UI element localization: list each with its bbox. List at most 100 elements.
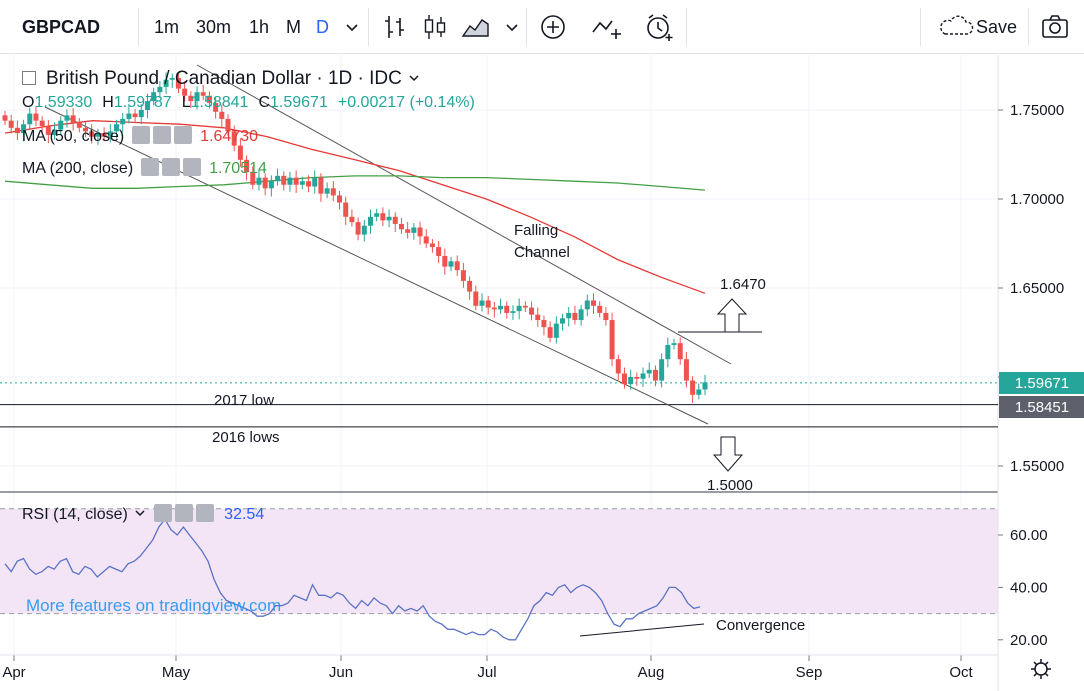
ma200-value: 1.70514 — [209, 160, 267, 177]
candle-body — [70, 115, 76, 123]
interval-month-button[interactable]: M — [286, 17, 301, 37]
interval-1m-button[interactable]: 1m — [154, 17, 180, 37]
time-tick-label: Apr — [2, 664, 25, 681]
candle-body — [188, 95, 194, 102]
bars-style-icon[interactable] — [380, 12, 410, 42]
candle-body — [702, 382, 708, 390]
tradingview-watermark[interactable]: More features on tradingview.com — [26, 596, 282, 615]
settings-gear-icon[interactable] — [174, 504, 193, 522]
horizontal-levels — [0, 382, 998, 428]
add-indicator-icon[interactable] — [538, 12, 568, 42]
time-tick-label: Sep — [796, 664, 823, 681]
upper-target-label: 1.6470 — [720, 276, 766, 293]
candle-body — [467, 280, 473, 292]
lower-target-label: 1.5000 — [707, 477, 753, 494]
candle-body — [107, 131, 113, 137]
candle-body — [76, 122, 82, 128]
visibility-eye-icon[interactable] — [153, 504, 172, 522]
visibility-eye-icon[interactable] — [131, 126, 150, 144]
time-tick-label: Oct — [949, 664, 973, 681]
time-axis[interactable]: Apr May Jun Jul Aug Sep Oct — [0, 654, 998, 681]
toolbar-divider — [138, 8, 139, 46]
candle-body — [299, 181, 305, 185]
candle-body — [448, 261, 454, 267]
settings-gear-icon[interactable] — [1031, 659, 1051, 679]
chart-canvas[interactable]: Falling Channel 1.6470 1.5000 2017 low 2… — [0, 55, 1084, 691]
main-legend: British Pound / Canadian Dollar · 1D · I… — [22, 68, 421, 90]
rsi-tick-label: 60.00 — [1010, 527, 1048, 544]
compare-icon[interactable] — [590, 12, 624, 42]
candle-body — [83, 127, 89, 132]
remove-close-icon[interactable] — [173, 126, 192, 144]
candle-body — [120, 118, 126, 125]
candle-body — [615, 359, 621, 374]
candle-body — [603, 312, 609, 321]
candle-body — [677, 343, 683, 360]
candle-body — [659, 359, 665, 381]
candle-body — [89, 131, 95, 137]
high-value: 1.59787 — [113, 94, 172, 111]
level-price-value: 1.58451 — [1015, 399, 1069, 416]
candle-body — [163, 79, 169, 87]
remove-close-icon[interactable] — [195, 504, 214, 522]
candle-body — [578, 309, 584, 321]
interval-day-button[interactable]: D — [316, 17, 329, 37]
low-2017-label: 2017 low — [214, 392, 274, 409]
chevron-down-icon[interactable] — [502, 12, 522, 42]
candle-body — [132, 113, 138, 118]
down-arrow-icon — [712, 436, 744, 472]
candle-body — [367, 216, 373, 226]
candle-body — [151, 92, 157, 102]
ma50-line — [4, 120, 706, 294]
area-style-icon[interactable] — [460, 12, 490, 42]
candle-body — [244, 159, 250, 173]
candle-body — [144, 101, 150, 110]
time-tick-label: Jun — [329, 664, 353, 681]
last-price-tag — [999, 372, 1084, 394]
time-tick-label: Aug — [638, 664, 665, 681]
candle-body — [8, 120, 14, 128]
candle-body — [504, 305, 510, 313]
annotations — [579, 298, 762, 637]
save-button[interactable]: Save — [976, 17, 1018, 37]
convergence-line — [579, 623, 705, 637]
toolbar-divider — [920, 8, 921, 46]
price-tick-label: 1.70000 — [1010, 191, 1064, 208]
alert-clock-icon[interactable] — [644, 12, 674, 42]
chevron-down-icon[interactable] — [407, 71, 421, 85]
camera-icon[interactable] — [1040, 12, 1070, 42]
last-price-value: 1.59671 — [1015, 375, 1069, 392]
level-price-tag — [999, 396, 1084, 418]
chevron-down-icon[interactable] — [134, 507, 146, 519]
candle-body — [479, 300, 485, 306]
candle-body — [646, 369, 652, 374]
open-label: O — [22, 94, 35, 111]
settings-gear-icon[interactable] — [152, 126, 171, 144]
candle-body — [609, 320, 615, 360]
candle-body — [386, 216, 392, 221]
candle-body — [114, 124, 120, 132]
rsi-axis[interactable]: 60.00 40.00 20.00 — [998, 527, 1048, 649]
falling-channel-label: Falling — [514, 222, 558, 239]
settings-gear-icon[interactable] — [161, 158, 180, 176]
candle-body — [194, 92, 200, 102]
candle-body — [529, 307, 535, 315]
cloud-save-icon[interactable] — [936, 12, 976, 42]
interval-1h-button[interactable]: 1h — [249, 17, 270, 37]
candles-style-icon[interactable] — [420, 12, 450, 42]
candle-body — [473, 291, 479, 306]
candle-body — [398, 223, 404, 230]
symbol-search-button[interactable]: GBPCAD — [22, 17, 101, 37]
candle-body — [491, 307, 497, 310]
chevron-down-icon[interactable] — [342, 12, 362, 42]
collapse-legend-icon[interactable] — [22, 71, 36, 85]
candle-body — [621, 373, 627, 385]
candle-body — [547, 327, 553, 338]
interval-30m-button[interactable]: 30m — [196, 17, 232, 37]
ohlc-legend: O1.59330 H1.59787 L1.58841 C1.59671 +0.00217… — [22, 94, 475, 112]
candle-body — [237, 145, 243, 160]
candle-body — [597, 305, 603, 313]
remove-close-icon[interactable] — [182, 158, 201, 176]
visibility-eye-icon[interactable] — [140, 158, 159, 176]
